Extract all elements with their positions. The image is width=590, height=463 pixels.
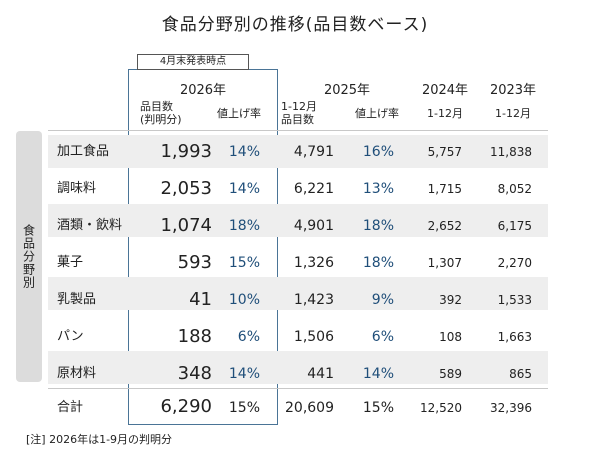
total-label: 合計 bbox=[57, 400, 84, 415]
divider bbox=[48, 388, 548, 389]
category-label: 酒類・飲料 bbox=[57, 218, 123, 233]
as-of-label: 4月末発表時点 bbox=[137, 54, 249, 70]
rate-2025: 14% bbox=[362, 366, 394, 382]
count-2024: 2,652 bbox=[427, 219, 462, 233]
count-2023: 2,270 bbox=[497, 256, 532, 270]
row-band bbox=[48, 351, 548, 384]
category-label: 原材料 bbox=[57, 366, 97, 381]
count-2026: 593 bbox=[177, 252, 212, 273]
count-2026: 1,074 bbox=[160, 215, 212, 236]
total-2026-count: 6,290 bbox=[160, 396, 212, 417]
count-2024: 589 bbox=[439, 367, 462, 381]
total-2025-count: 20,609 bbox=[285, 400, 334, 416]
rate-2025: 18% bbox=[362, 255, 394, 271]
header-2026: 2026年 bbox=[179, 83, 227, 98]
header-2023-range: 1-12月 bbox=[495, 107, 531, 120]
row-band bbox=[48, 204, 548, 237]
count-2026: 188 bbox=[177, 326, 212, 347]
count-2026: 41 bbox=[189, 289, 212, 310]
count-2025: 4,791 bbox=[293, 144, 334, 160]
category-label: 乳製品 bbox=[57, 292, 97, 307]
total-2026-rate: 15% bbox=[228, 400, 260, 416]
total-2025-rate: 15% bbox=[362, 400, 394, 416]
category-label: 加工食品 bbox=[57, 144, 110, 159]
count-2024: 1,715 bbox=[427, 182, 462, 196]
header-2025: 2025年 bbox=[323, 83, 371, 98]
header-2024-range: 1-12月 bbox=[427, 107, 463, 120]
rate-2025: 13% bbox=[362, 181, 394, 197]
header-2024: 2024年 bbox=[421, 83, 469, 98]
count-2026: 1,993 bbox=[160, 141, 212, 162]
count-2023: 1,663 bbox=[497, 330, 532, 344]
header-2026-rate: 値上げ率 bbox=[217, 107, 261, 120]
count-2025: 441 bbox=[307, 366, 334, 382]
divider bbox=[48, 130, 548, 131]
rate-2026: 14% bbox=[228, 181, 260, 197]
rate-2026: 10% bbox=[228, 292, 260, 308]
count-2025: 4,901 bbox=[293, 218, 334, 234]
header-2026-count: 品目数 (判明分) bbox=[140, 100, 182, 126]
count-2023: 6,175 bbox=[497, 219, 532, 233]
count-2023: 1,533 bbox=[497, 293, 532, 307]
count-2025: 1,423 bbox=[293, 292, 334, 308]
count-2024: 1,307 bbox=[427, 256, 462, 270]
count-2023: 8,052 bbox=[497, 182, 532, 196]
count-2023: 865 bbox=[509, 367, 532, 381]
header-2025-count: 1-12月 品目数 bbox=[281, 100, 317, 126]
count-2026: 2,053 bbox=[160, 178, 212, 199]
total-2023-count: 32,396 bbox=[490, 401, 532, 415]
count-2024: 392 bbox=[439, 293, 462, 307]
side-label: 食品分野別 bbox=[21, 224, 36, 289]
count-2024: 5,757 bbox=[427, 145, 462, 159]
rate-2026: 18% bbox=[228, 218, 260, 234]
count-2024: 108 bbox=[439, 330, 462, 344]
rate-2025: 9% bbox=[371, 292, 394, 308]
count-2026: 348 bbox=[177, 363, 212, 384]
row-band bbox=[48, 135, 548, 168]
rate-2025: 6% bbox=[371, 329, 394, 345]
row-band bbox=[48, 277, 548, 310]
count-2025: 1,506 bbox=[293, 329, 334, 345]
footnote: [注] 2026年は1-9月の判明分 bbox=[26, 433, 173, 446]
header-2025-rate: 値上げ率 bbox=[355, 107, 399, 120]
category-label: 調味料 bbox=[57, 181, 97, 196]
header-2023: 2023年 bbox=[489, 83, 537, 98]
count-2023: 11,838 bbox=[490, 145, 532, 159]
category-label: パン bbox=[57, 329, 84, 344]
count-2025: 1,326 bbox=[293, 255, 334, 271]
category-label: 菓子 bbox=[57, 255, 84, 270]
count-2025: 6,221 bbox=[293, 181, 334, 197]
rate-2025: 18% bbox=[362, 218, 394, 234]
rate-2026: 14% bbox=[228, 366, 260, 382]
side-label-bar bbox=[16, 131, 42, 382]
rate-2026: 14% bbox=[228, 144, 260, 160]
rate-2026: 6% bbox=[237, 329, 260, 345]
total-2024-count: 12,520 bbox=[420, 401, 462, 415]
rate-2025: 16% bbox=[362, 144, 394, 160]
rate-2026: 15% bbox=[228, 255, 260, 271]
page-title: 食品分野別の推移(品目数ベース) bbox=[161, 15, 429, 35]
